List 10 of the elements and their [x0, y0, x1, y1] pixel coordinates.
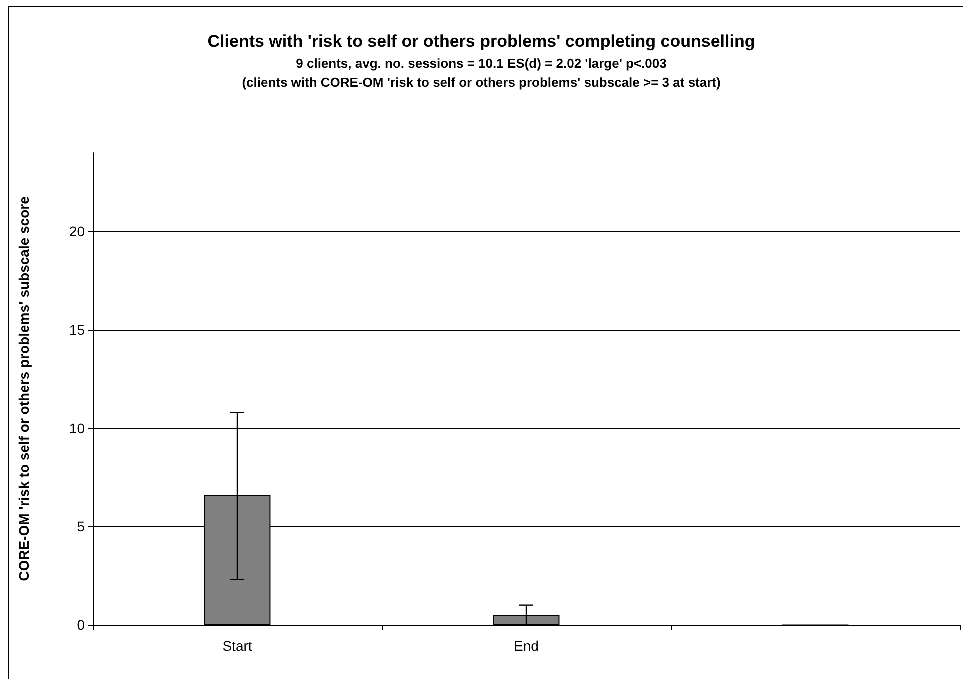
y-tick-label: 20: [69, 224, 86, 240]
y-tick-label: 15: [69, 322, 86, 338]
chart-title: Clients with 'risk to self or others problems' completing counselling: [208, 32, 756, 51]
y-axis-title: CORE-OM 'risk to self or others problems' subscale score: [16, 196, 32, 582]
y-tick-label: 5: [77, 518, 86, 535]
x-tick-label: Start: [222, 638, 252, 654]
y-tick-label: 0: [77, 617, 86, 633]
x-tick-label: End: [514, 638, 539, 654]
chart-subtitle: 9 clients, avg. no. sessions = 10.1 ES(d) = 2.02 'large' p<.003 (clients with CORE-OM 'risk to self or others problems' subscale >= 3 at start): [242, 56, 721, 90]
y-tick-label: 10: [69, 420, 86, 436]
